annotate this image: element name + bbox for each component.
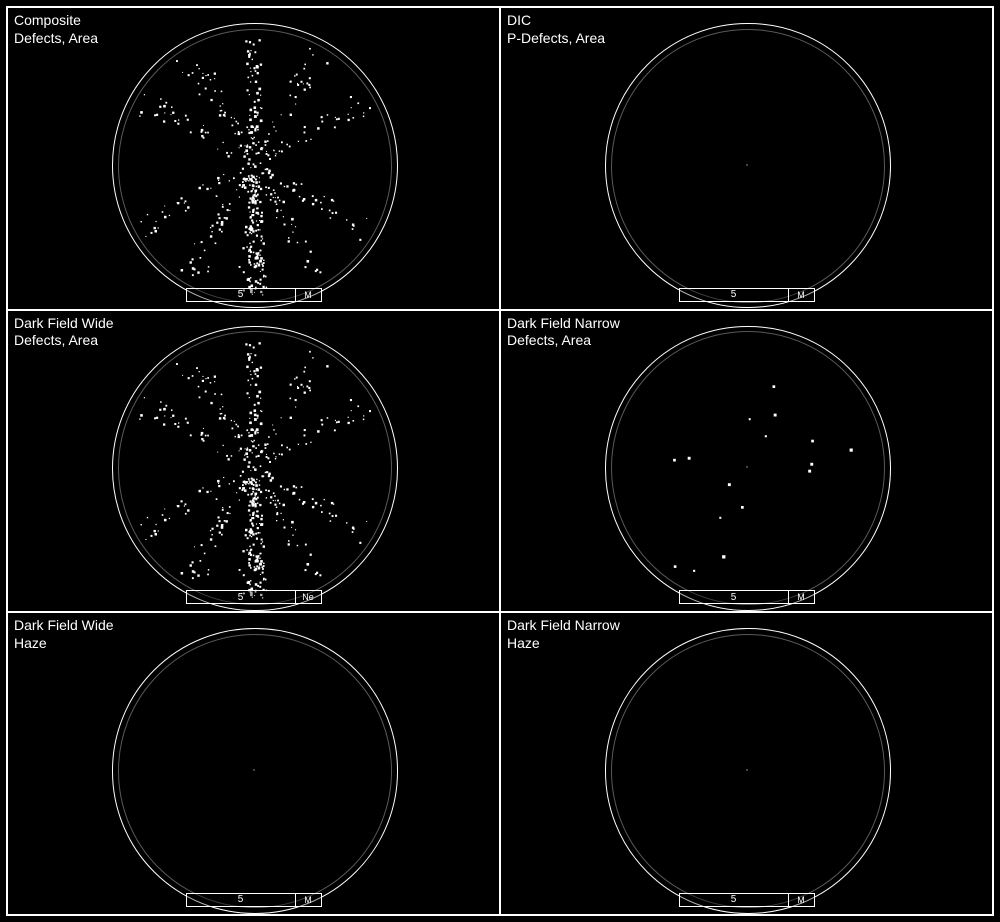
wafer-panel-composite[interactable]: CompositeDefects, Area·5M: [8, 8, 499, 309]
scale-unit: M: [789, 590, 815, 604]
panel-title-line2: Defects, Area: [507, 332, 620, 350]
scale-value: 5: [186, 590, 296, 604]
scale-unit: M: [789, 893, 815, 907]
panel-title-line1: Composite: [14, 12, 98, 30]
panel-title: Dark Field WideHaze: [14, 617, 114, 652]
scale-value: 5: [679, 893, 789, 907]
panel-title: Dark Field NarrowDefects, Area: [507, 315, 620, 350]
wafer-panel-dfw-defects[interactable]: Dark Field WideDefects, Area·5Ne: [8, 311, 499, 612]
panel-title: Dark Field WideDefects, Area: [14, 315, 114, 350]
panel-title-line2: Haze: [507, 635, 620, 653]
scale-bar: 5M: [679, 590, 815, 604]
panel-title-line1: Dark Field Wide: [14, 315, 114, 333]
scale-unit: M: [296, 288, 322, 302]
wafer-panel-dfn-haze[interactable]: Dark Field NarrowHaze·5M: [501, 613, 992, 914]
panel-title: CompositeDefects, Area: [14, 12, 98, 47]
wafer-panel-dfw-haze[interactable]: Dark Field WideHaze·5M: [8, 613, 499, 914]
defect-layer: [501, 311, 992, 612]
scale-bar: 5M: [679, 288, 815, 302]
defect-layer: [501, 8, 992, 309]
panel-title-line2: Haze: [14, 635, 114, 653]
scale-unit: M: [789, 288, 815, 302]
scale-unit: M: [296, 893, 322, 907]
scale-value: 5: [679, 288, 789, 302]
panel-title-line1: Dark Field Narrow: [507, 315, 620, 333]
defect-layer: [8, 311, 499, 612]
panel-title-line1: Dark Field Narrow: [507, 617, 620, 635]
panel-title-line1: Dark Field Wide: [14, 617, 114, 635]
panel-title-line2: P-Defects, Area: [507, 30, 605, 48]
defect-layer: [8, 8, 499, 309]
wafer-panel-dic[interactable]: DICP-Defects, Area·5M: [501, 8, 992, 309]
defect-layer: [501, 613, 992, 914]
scale-bar: 5M: [186, 288, 322, 302]
wafer-panel-dfn-defects[interactable]: Dark Field NarrowDefects, Area·5M: [501, 311, 992, 612]
scale-bar: 5Ne: [186, 590, 322, 604]
scale-bar: 5M: [186, 893, 322, 907]
panel-title: Dark Field NarrowHaze: [507, 617, 620, 652]
panel-title-line1: DIC: [507, 12, 605, 30]
wafer-map-grid: CompositeDefects, Area·5MDICP-Defects, A…: [6, 6, 994, 916]
scale-bar: 5M: [679, 893, 815, 907]
defect-layer: [8, 613, 499, 914]
panel-title-line2: Defects, Area: [14, 30, 98, 48]
scale-value: 5: [186, 893, 296, 907]
panel-title-line2: Defects, Area: [14, 332, 114, 350]
scale-value: 5: [679, 590, 789, 604]
panel-title: DICP-Defects, Area: [507, 12, 605, 47]
scale-value: 5: [186, 288, 296, 302]
scale-unit: Ne: [296, 590, 322, 604]
